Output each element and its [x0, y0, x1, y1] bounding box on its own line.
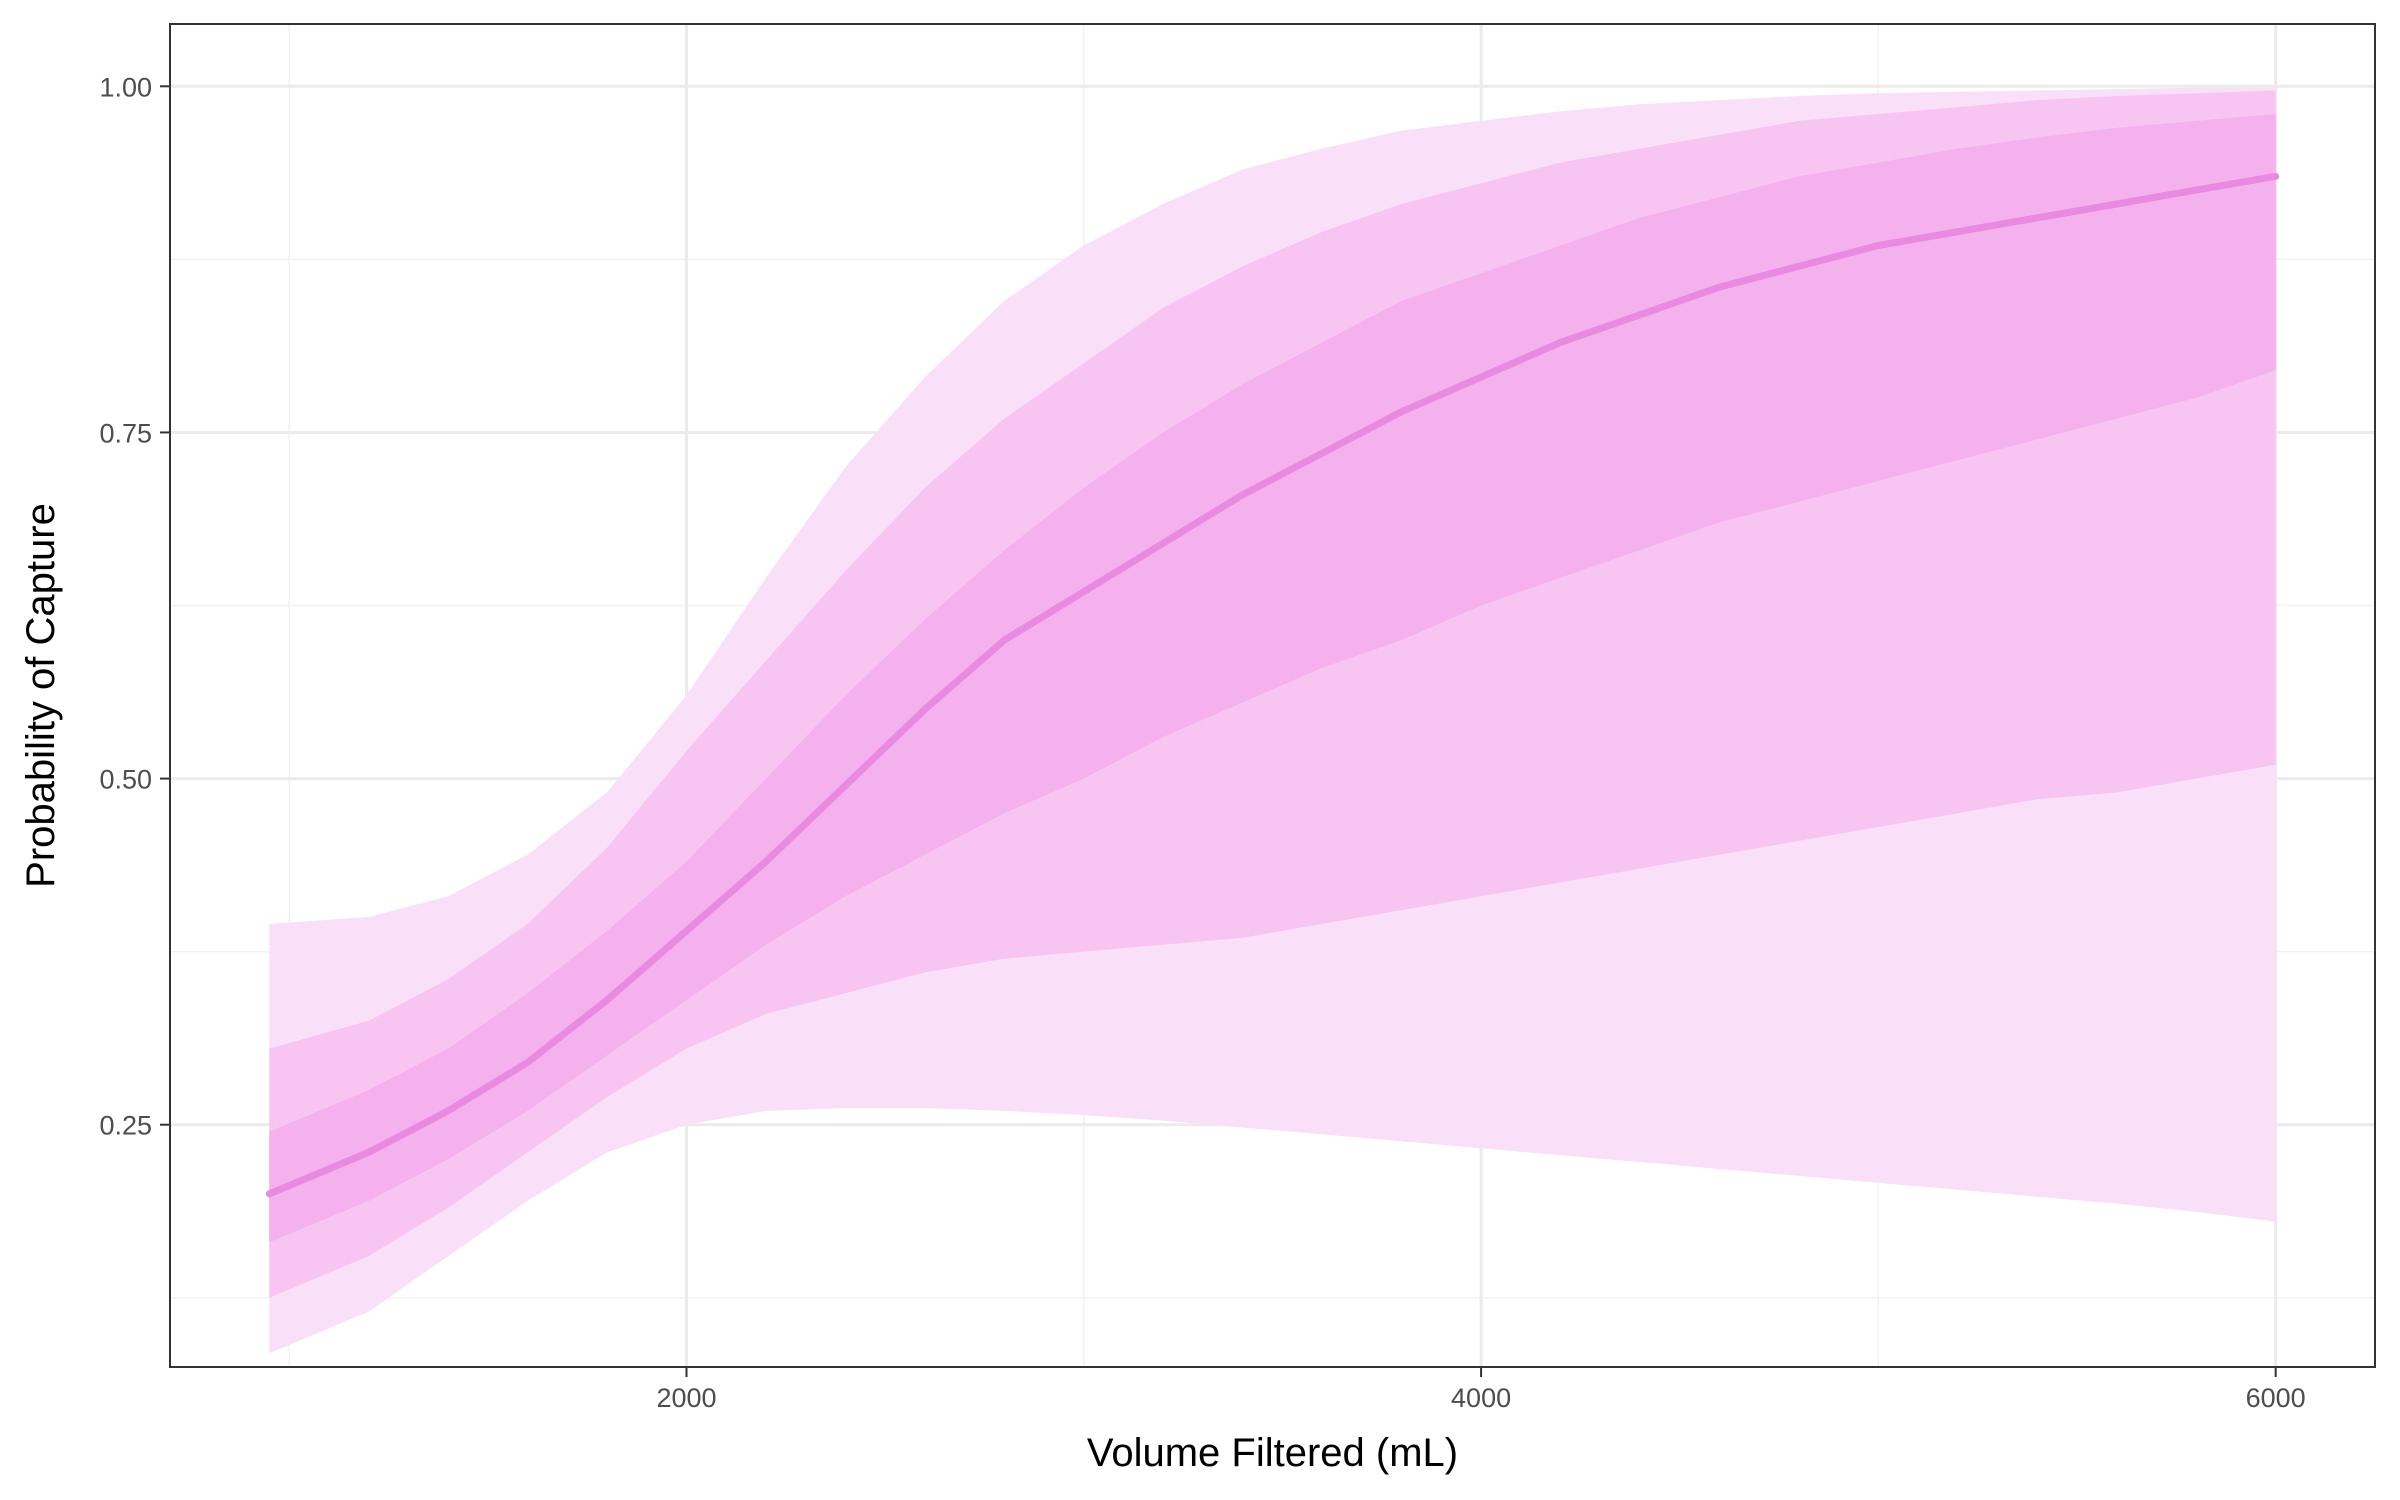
- credible-bands: [269, 87, 2276, 1354]
- x-axis-ticks: 2000 4000 6000: [656, 1367, 2306, 1413]
- inner-band: [269, 114, 2276, 1243]
- y-axis-title: Probability of Capture: [19, 503, 63, 888]
- y-tick-label-0: 0.25: [99, 1111, 152, 1141]
- y-tick-label-3: 1.00: [99, 72, 152, 102]
- x-tick-label-2: 6000: [2246, 1383, 2306, 1413]
- x-axis-title: Volume Filtered (mL): [1087, 1431, 1458, 1475]
- median-line-group: [265, 172, 2280, 1198]
- median-line: [265, 172, 2280, 1198]
- panel-border: [169, 23, 2376, 1368]
- x-tick-label-1: 4000: [1451, 1383, 1511, 1413]
- y-axis-ticks: 0.25 0.50 0.75 1.00: [99, 72, 170, 1141]
- y-tick-label-1: 0.50: [99, 765, 152, 795]
- x-tick-label-0: 2000: [656, 1383, 716, 1413]
- y-tick-label-2: 0.75: [99, 418, 152, 448]
